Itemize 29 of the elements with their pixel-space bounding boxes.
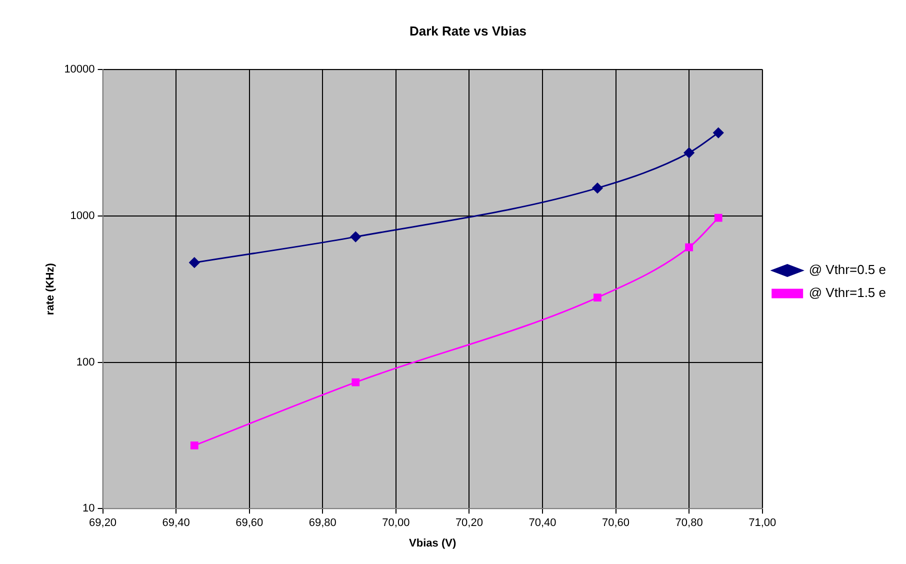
- x-tick-label: 69,60: [236, 517, 264, 530]
- point: [352, 378, 360, 386]
- point: [350, 232, 361, 242]
- legend-label: @ Vthr=0.5 e: [808, 262, 886, 278]
- x-tick-label: 70,80: [675, 517, 703, 530]
- x-tick-label: 70,40: [528, 517, 556, 530]
- x-axis-title: Vbias (V): [409, 537, 456, 550]
- chart-title: Dark Rate vs Vbias: [409, 23, 527, 38]
- y-axis-title: rate (KHz): [44, 262, 57, 316]
- point: [685, 243, 693, 252]
- y-tick-label: 100: [76, 356, 95, 368]
- x-tick-label: 69,80: [308, 517, 336, 530]
- point: [190, 442, 198, 450]
- point: [713, 128, 724, 138]
- point: [592, 182, 603, 194]
- y-tick-label: 10: [82, 502, 95, 515]
- x-tick-label: 69,40: [162, 517, 190, 530]
- x-tick-label: 70,20: [455, 517, 483, 530]
- x-tick-label: 70,00: [382, 517, 410, 530]
- x-tick-label: 70,60: [602, 517, 630, 530]
- point: [714, 214, 722, 222]
- point: [594, 294, 602, 302]
- legend-label: @ Vthr=1.5 e: [808, 285, 886, 300]
- point: [189, 257, 200, 268]
- y-tick-label: 1000: [70, 210, 95, 222]
- x-tick-label: 71,00: [748, 517, 776, 530]
- point: [684, 148, 694, 158]
- y-tick-label: 10000: [64, 64, 95, 76]
- x-tick-label: 69,20: [89, 517, 117, 530]
